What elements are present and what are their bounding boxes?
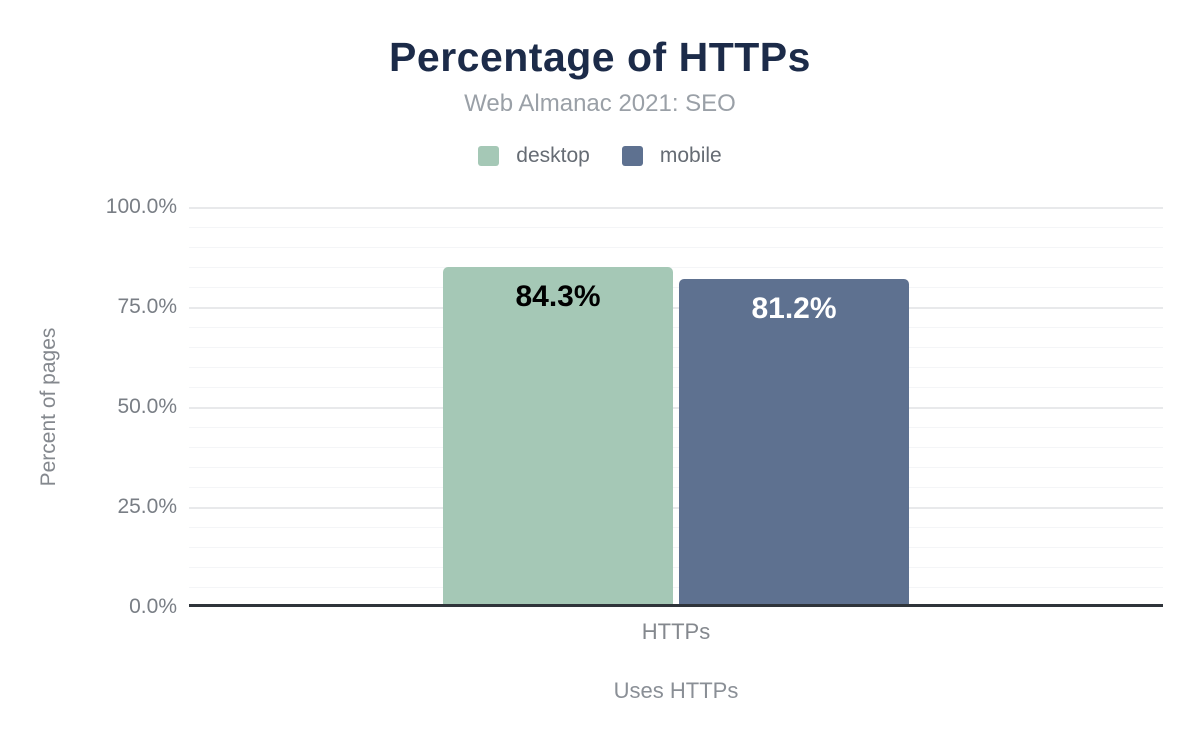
bar-value-label: 84.3% (515, 279, 601, 313)
minor-gridline (189, 527, 1163, 528)
major-gridline (189, 307, 1163, 309)
chart-subtitle: Web Almanac 2021: SEO (464, 90, 736, 117)
minor-gridline (189, 347, 1163, 348)
legend-item-mobile: mobile (621, 144, 722, 168)
legend-item-desktop: desktop (478, 144, 590, 168)
minor-gridline (189, 327, 1163, 328)
x-category-label: HTTPs (641, 619, 711, 644)
minor-gridline (189, 267, 1163, 268)
y-axis-tick-labels: 100.0% 75.0% 50.0% 25.0% 0.0% (0, 195, 177, 618)
minor-gridline (189, 387, 1163, 388)
y-tick-label: 100.0% (105, 195, 177, 218)
minor-gridline (189, 367, 1163, 368)
minor-gridline (189, 587, 1163, 588)
legend-label: mobile (659, 144, 722, 167)
plot-area: 84.3% 81.2% (189, 207, 1163, 607)
chart-title: Percentage of HTTPs (389, 34, 811, 80)
y-tick-label: 25.0% (117, 495, 177, 518)
x-axis-title: Uses HTTPs (613, 678, 739, 703)
major-gridline (189, 207, 1163, 209)
minor-gridline (189, 287, 1163, 288)
minor-gridline (189, 467, 1163, 468)
y-axis-title: Percent of pages (37, 327, 60, 487)
bar-mobile: 81.2% (679, 279, 909, 604)
minor-gridline (189, 247, 1163, 248)
major-gridline (189, 407, 1163, 409)
minor-gridline (189, 487, 1163, 488)
minor-gridline (189, 427, 1163, 428)
y-tick-label: 75.0% (117, 295, 177, 318)
minor-gridline (189, 227, 1163, 228)
major-gridline (189, 507, 1163, 509)
bar-desktop: 84.3% (443, 266, 673, 604)
minor-gridline (189, 547, 1163, 548)
minor-gridline (189, 447, 1163, 448)
chart-legend: desktop mobile (0, 144, 1200, 168)
minor-gridline (189, 567, 1163, 568)
legend-label: desktop (516, 144, 590, 167)
y-tick-label: 50.0% (117, 395, 177, 418)
y-tick-label: 0.0% (129, 595, 177, 618)
legend-swatch-mobile (621, 146, 643, 166)
bar-value-label: 81.2% (751, 292, 837, 326)
legend-swatch-desktop (478, 146, 500, 166)
